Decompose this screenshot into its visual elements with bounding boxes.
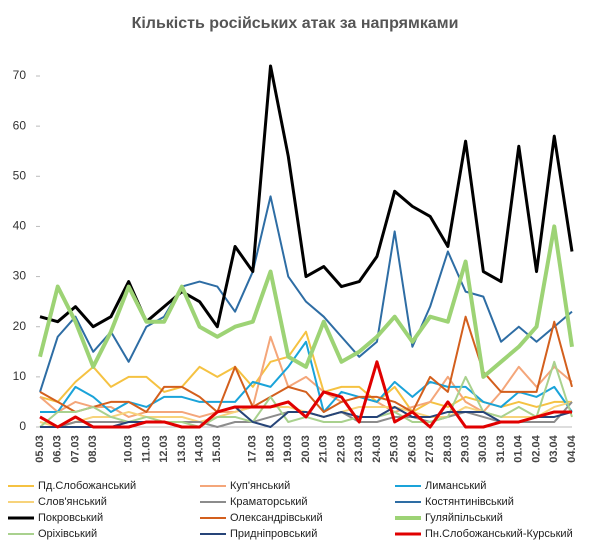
legend-label: Придніпровський bbox=[230, 528, 317, 540]
x-tick-label: 25.03 bbox=[389, 435, 401, 463]
x-tick-label: 31.03 bbox=[495, 435, 507, 463]
x-tick-label: 02.04 bbox=[530, 434, 542, 462]
legend-label: Лиманський bbox=[425, 480, 486, 492]
legend-label: Костянтинівський bbox=[425, 496, 514, 508]
x-tick-label: 24.03 bbox=[371, 435, 383, 463]
series-line bbox=[40, 405, 573, 428]
x-tick-label: 26.03 bbox=[406, 435, 418, 463]
y-tick-label: 60 bbox=[13, 118, 27, 132]
y-tick-label: 30 bbox=[13, 269, 27, 283]
x-tick-label: 07.03 bbox=[69, 435, 81, 463]
legend-label: Гуляйпільський bbox=[425, 512, 503, 524]
x-tick-label: 10.03 bbox=[123, 435, 135, 463]
x-tick-label: 06.03 bbox=[52, 435, 64, 463]
y-tick-label: 40 bbox=[13, 219, 27, 233]
x-tick-label: 18.03 bbox=[264, 435, 276, 463]
legend-label: Пн.Слобожанський-Курський bbox=[425, 528, 573, 540]
chart-title: Кількість російських атак за напрямками bbox=[132, 15, 459, 32]
x-tick-label: 21.03 bbox=[318, 435, 330, 463]
x-tick-label: 04.04 bbox=[566, 434, 578, 462]
x-tick-label: 15.03 bbox=[211, 435, 223, 463]
legend-label: Куп'янський bbox=[230, 480, 290, 492]
x-tick-label: 17.03 bbox=[247, 435, 259, 463]
x-tick-label: 11.03 bbox=[140, 436, 152, 463]
x-tick-label: 14.03 bbox=[194, 435, 206, 463]
x-tick-label: 23.03 bbox=[353, 435, 365, 463]
x-tick-label: 01.04 bbox=[513, 434, 525, 462]
y-tick-label: 0 bbox=[19, 419, 26, 433]
y-tick-label: 20 bbox=[13, 319, 27, 333]
legend-label: Покровський bbox=[38, 512, 103, 524]
x-tick-label: 30.03 bbox=[477, 435, 489, 463]
x-tick-label: 05.03 bbox=[34, 435, 46, 463]
x-tick-label: 28.03 bbox=[442, 435, 454, 463]
series-line bbox=[39, 195, 573, 393]
x-tick-label: 27.03 bbox=[424, 435, 436, 463]
legend-label: Оріхівський bbox=[38, 528, 97, 540]
series-line bbox=[39, 64, 574, 329]
legend-label: Пд.Слобожанський bbox=[38, 480, 136, 492]
x-tick-label: 22.03 bbox=[335, 435, 347, 463]
y-tick-label: 10 bbox=[13, 369, 27, 383]
series-line bbox=[38, 224, 574, 379]
x-tick-label: 20.03 bbox=[300, 435, 312, 463]
legend-label: Слов'янський bbox=[38, 496, 107, 508]
x-tick-label: 08.03 bbox=[87, 435, 99, 463]
x-tick-label: 19.03 bbox=[282, 435, 294, 463]
x-tick-label: 29.03 bbox=[460, 435, 472, 463]
x-tick-label: 13.03 bbox=[176, 435, 188, 463]
legend-label: Краматорський bbox=[230, 496, 308, 508]
y-tick-label: 70 bbox=[13, 68, 27, 82]
legend-label: Олександрівський bbox=[230, 512, 323, 524]
x-tick-label: 12.03 bbox=[158, 435, 170, 463]
y-tick-label: 50 bbox=[13, 168, 27, 182]
series-line bbox=[39, 360, 572, 429]
x-tick-label: 03.04 bbox=[548, 434, 560, 462]
